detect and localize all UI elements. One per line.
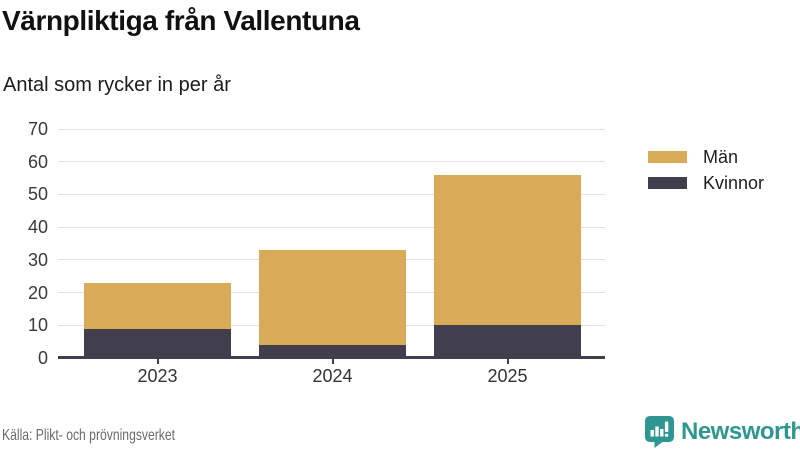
bar-segment-kvinnor-2025 (434, 325, 581, 358)
x-tick-2025 (506, 357, 509, 364)
y-axis-labels: 0 10 20 30 40 50 60 70 (0, 119, 48, 368)
y-tick-label-30: 30 (27, 249, 48, 270)
gridline-50 (58, 193, 605, 195)
newsworthy-logo-text: Newsworthy (681, 418, 800, 445)
x-tick-2023 (156, 357, 159, 364)
chart-subtitle: Antal som rycker in per år (3, 74, 231, 96)
y-tick-label-20: 20 (27, 282, 48, 303)
legend-item-women: Kvinnor (648, 174, 764, 192)
legend-swatch-women (648, 177, 687, 189)
y-tick-label-70: 70 (27, 119, 48, 139)
gridline-70 (58, 128, 605, 130)
bar-segment-män-2025 (434, 174, 581, 326)
gridline-40 (58, 226, 605, 228)
plot-area (58, 128, 605, 359)
y-tick-label-10: 10 (27, 315, 48, 336)
x-tick-2024 (331, 357, 334, 364)
newsworthy-logo: Newsworthy (645, 416, 800, 448)
bar-segment-män-2024 (259, 250, 406, 345)
newsworthy-logo-icon (645, 416, 674, 448)
legend-swatch-men (648, 151, 687, 163)
bar-segment-män-2023 (84, 282, 231, 329)
bar-segment-kvinnor-2023 (84, 328, 231, 358)
x-tick-label-2024: 2024 (312, 366, 353, 386)
y-tick-label-40: 40 (27, 217, 48, 238)
y-tick-label-60: 60 (27, 151, 48, 172)
x-tick-label-2023: 2023 (137, 366, 178, 386)
legend-item-men: Män (648, 148, 764, 166)
legend-label-women: Kvinnor (703, 173, 765, 193)
y-tick-label-0: 0 (37, 348, 48, 368)
y-tick-label-50: 50 (27, 184, 48, 205)
legend-label-men: Män (703, 147, 739, 167)
chart-title: Värnpliktiga från Vallentuna (2, 5, 360, 36)
x-tick-label-2025: 2025 (487, 366, 528, 386)
source-note: Källa: Plikt- och prövningsverket (2, 427, 176, 444)
legend: Män Kvinnor (648, 148, 764, 192)
bar-segment-kvinnor-2024 (259, 344, 406, 358)
gridline-60 (58, 161, 605, 163)
